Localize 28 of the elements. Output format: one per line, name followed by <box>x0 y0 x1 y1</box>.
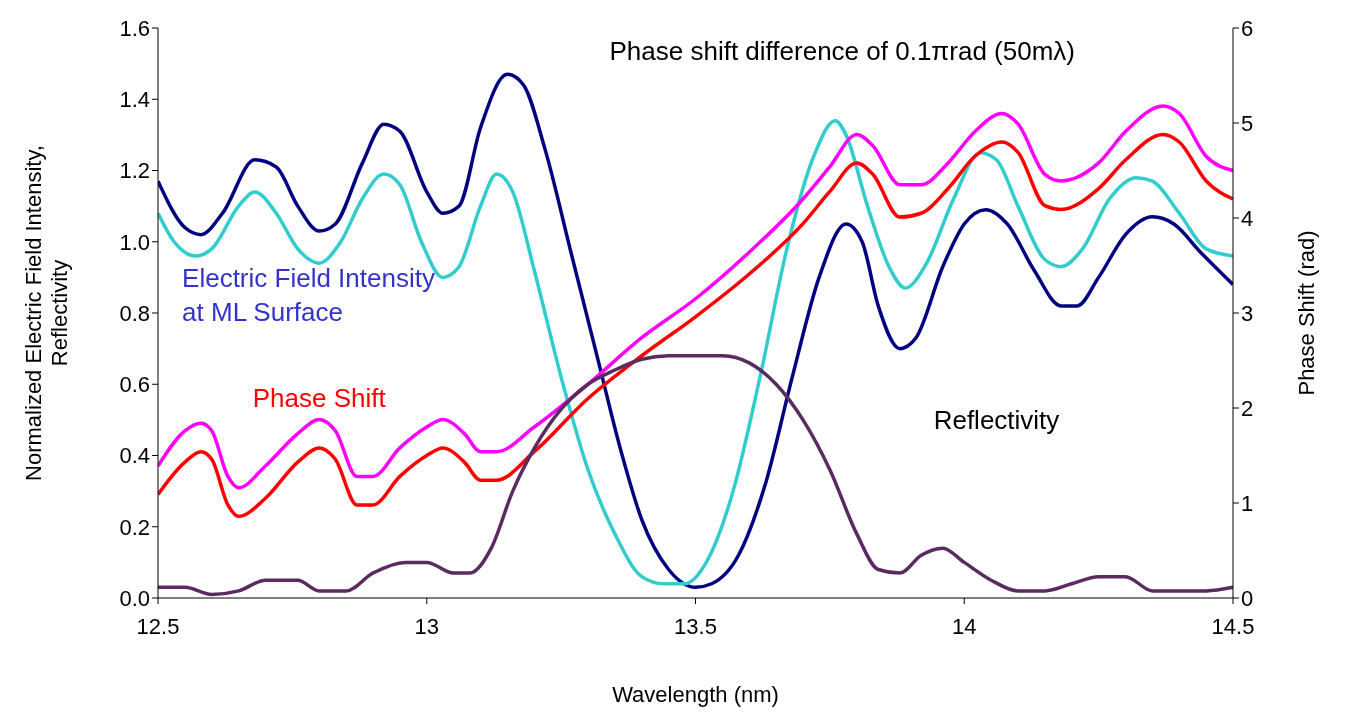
y-tick-label: 1.6 <box>119 15 150 41</box>
chart-title: Phase shift difference of 0.1πrad (50mλ) <box>609 36 1075 67</box>
y-tick-label: 0.0 <box>119 585 150 611</box>
x-tick-label: 14 <box>952 613 977 639</box>
x-tick-label: 13.5 <box>674 613 717 639</box>
y-tick-label: 1.4 <box>119 87 150 113</box>
x-tick-label: 13 <box>414 613 439 639</box>
annotation: Electric Field Intensity at ML Surface <box>182 262 435 329</box>
annotation: Phase Shift <box>252 381 386 415</box>
y2-tick-label: 1 <box>1241 490 1254 516</box>
y-tick-label: 0.4 <box>119 443 150 469</box>
y2-tick-label: 2 <box>1241 395 1254 421</box>
x-axis-title: Wavelength (nm) <box>612 681 779 707</box>
y-tick-label: 1.0 <box>119 229 150 255</box>
annotation: Reflectivity <box>933 404 1060 438</box>
x-tick-label: 14.5 <box>1211 613 1255 639</box>
y2-tick-label: 5 <box>1241 110 1254 136</box>
y2-tick-label: 6 <box>1241 15 1254 41</box>
y-axis-title: Normalized Electric Field Intensity, Reflectivity <box>20 145 73 481</box>
y-tick-label: 0.2 <box>119 514 150 540</box>
y2-axis-title: Phase Shift (rad) <box>1293 230 1319 396</box>
y2-tick-label: 4 <box>1241 205 1254 231</box>
y-tick-label: 0.6 <box>119 372 150 398</box>
y2-tick-label: 3 <box>1241 300 1254 326</box>
y2-tick-label: 0 <box>1241 585 1254 611</box>
y-tick-label: 0.8 <box>119 300 150 326</box>
y-tick-label: 1.2 <box>119 158 150 184</box>
x-tick-label: 12.5 <box>136 613 180 639</box>
